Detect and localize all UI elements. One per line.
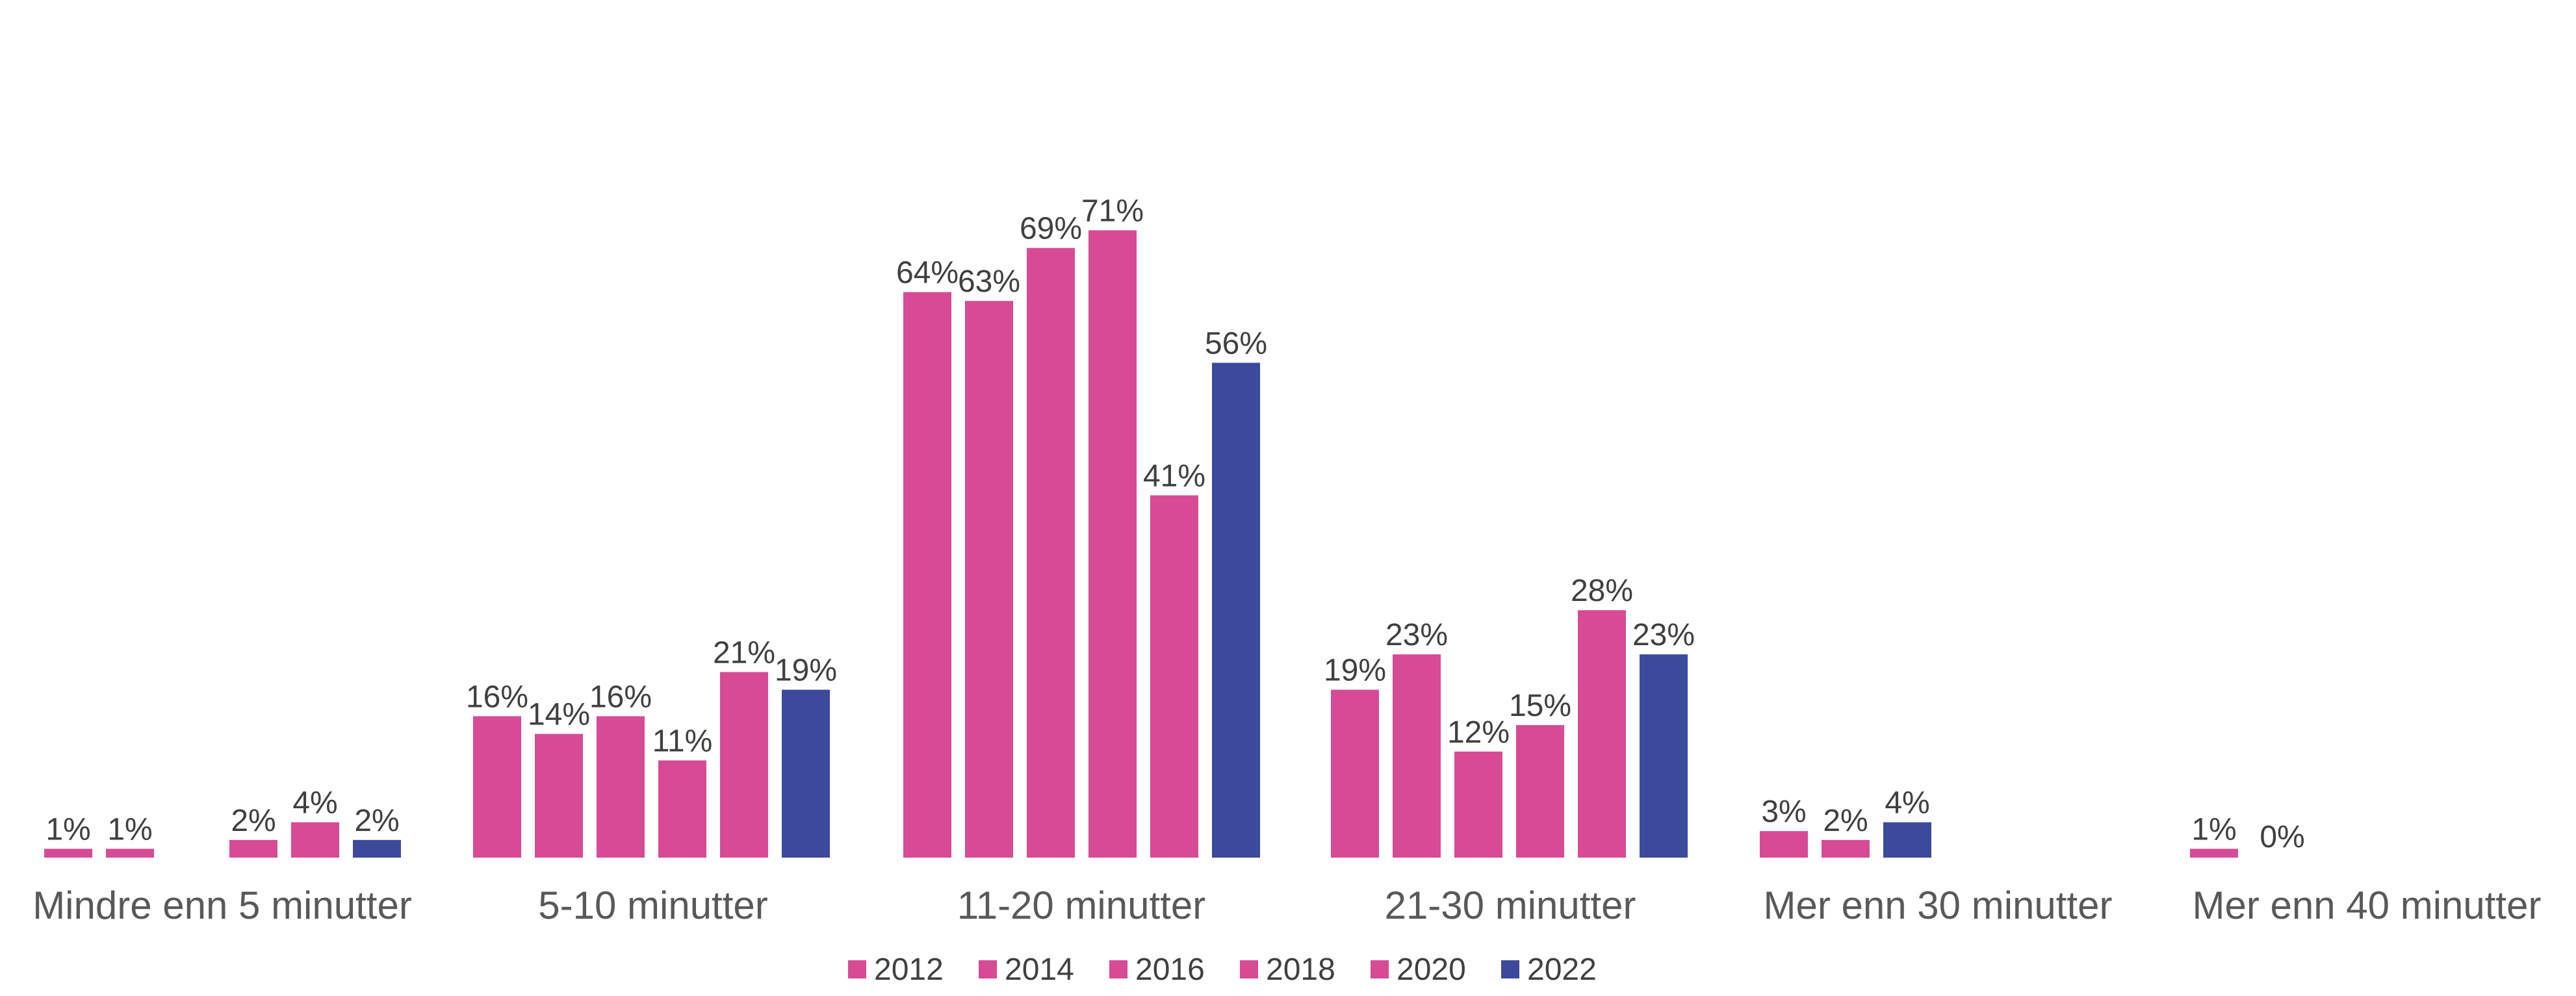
data-label: 1% <box>2191 812 2236 847</box>
bar-21-30-minutter-2020 <box>1578 610 1626 858</box>
bar-11-20-minutter-2022 <box>1212 363 1260 858</box>
legend: 2012 2014 2016 2018 2020 2022 <box>848 952 1597 987</box>
bar-5-10-minutter-2012 <box>473 716 521 858</box>
bar-mindre-enn-5-minutter-2022 <box>353 839 401 858</box>
legend-label-2012: 2012 <box>874 952 944 987</box>
legend-label-2020: 2020 <box>1397 952 1466 987</box>
data-label: 64% <box>896 256 959 290</box>
bar-mindre-enn-5-minutter-2018 <box>229 839 277 858</box>
bar-mer-enn-40-minutter-2020 <box>2190 849 2238 858</box>
data-label: 63% <box>958 264 1020 299</box>
data-label: 41% <box>1143 459 1205 493</box>
data-label: 23% <box>1632 618 1695 652</box>
bar-5-10-minutter-2018 <box>658 760 706 858</box>
bar-mindre-enn-5-minutter-2020 <box>291 822 339 858</box>
bar-mindre-enn-5-minutter-2014 <box>106 849 154 858</box>
bar-mindre-enn-5-minutter-2012 <box>44 849 92 858</box>
data-label: 4% <box>1885 786 1929 821</box>
category-label: Mer enn 40 minutter <box>2193 884 2542 927</box>
bar-11-20-minutter-2018 <box>1088 230 1137 858</box>
data-label: 2% <box>231 804 276 838</box>
bar-mer-enn-30-minutter-2018 <box>1760 831 1808 858</box>
bar-mer-enn-30-minutter-2020 <box>1822 839 1870 858</box>
category-label: Mindre enn 5 minutter <box>32 884 412 927</box>
data-label: 23% <box>1385 618 1448 652</box>
data-label: 71% <box>1081 194 1144 228</box>
legend-swatch-2018 <box>1240 960 1258 978</box>
bar-11-20-minutter-2012 <box>903 292 951 858</box>
category-label: 11-20 minutter <box>957 884 1205 927</box>
category-label: 21-30 minutter <box>1385 884 1636 927</box>
legend-swatch-2014 <box>979 960 997 978</box>
data-label: 3% <box>1761 795 1806 829</box>
data-label: 56% <box>1205 326 1267 361</box>
data-label: 11% <box>652 724 713 758</box>
bar-11-20-minutter-2016 <box>1027 248 1075 858</box>
bar-labels-group: 1% 1% 2%4%2%16%14%16%11%21%19%64%63%69%71%… <box>45 194 2304 854</box>
bar-5-10-minutter-2020 <box>720 672 768 858</box>
bar-21-30-minutter-2016 <box>1454 751 1502 858</box>
data-label: 16% <box>589 680 652 714</box>
data-label: 69% <box>1020 212 1082 246</box>
data-label: 14% <box>528 698 590 732</box>
data-label: 19% <box>1324 654 1386 688</box>
bars-group <box>44 230 2238 858</box>
data-label: 2% <box>1823 804 1868 838</box>
data-label: 21% <box>713 635 775 670</box>
bar-5-10-minutter-2022 <box>782 689 830 858</box>
category-label: 5-10 minutter <box>538 884 768 927</box>
legend-swatch-2020 <box>1371 960 1389 978</box>
legend-swatch-2022 <box>1501 960 1519 978</box>
data-label: 12% <box>1447 715 1510 750</box>
legend-label-2014: 2014 <box>1005 952 1074 987</box>
data-label: 1% <box>45 812 90 847</box>
category-labels-group: Mindre enn 5 minutter 5-10 minutter 11-20 … <box>32 884 2541 927</box>
bar-21-30-minutter-2014 <box>1393 654 1441 858</box>
data-label: 0% <box>2260 820 2304 854</box>
data-label: 28% <box>1571 574 1633 608</box>
bar-21-30-minutter-2012 <box>1331 689 1379 858</box>
bar-21-30-minutter-2022 <box>1640 654 1688 858</box>
legend-swatch-2012 <box>848 960 866 978</box>
category-label: Mer enn 30 minutter <box>1764 884 2113 927</box>
data-label: 15% <box>1509 689 1571 723</box>
bar-mer-enn-30-minutter-2022 <box>1883 822 1931 858</box>
legend-swatch-2016 <box>1109 960 1127 978</box>
legend-label-2022: 2022 <box>1527 952 1597 987</box>
legend-label-2016: 2016 <box>1135 952 1205 987</box>
data-label: 19% <box>775 654 837 688</box>
data-label: 16% <box>466 680 528 714</box>
bar-21-30-minutter-2018 <box>1516 725 1564 858</box>
data-label: 1% <box>107 812 152 847</box>
bar-5-10-minutter-2016 <box>597 716 645 858</box>
data-label: 2% <box>354 804 399 838</box>
bar-11-20-minutter-2020 <box>1150 495 1198 858</box>
bar-5-10-minutter-2014 <box>535 734 583 858</box>
legend-label-2018: 2018 <box>1266 952 1335 987</box>
data-label: 4% <box>292 786 337 821</box>
bar-11-20-minutter-2014 <box>965 301 1013 858</box>
